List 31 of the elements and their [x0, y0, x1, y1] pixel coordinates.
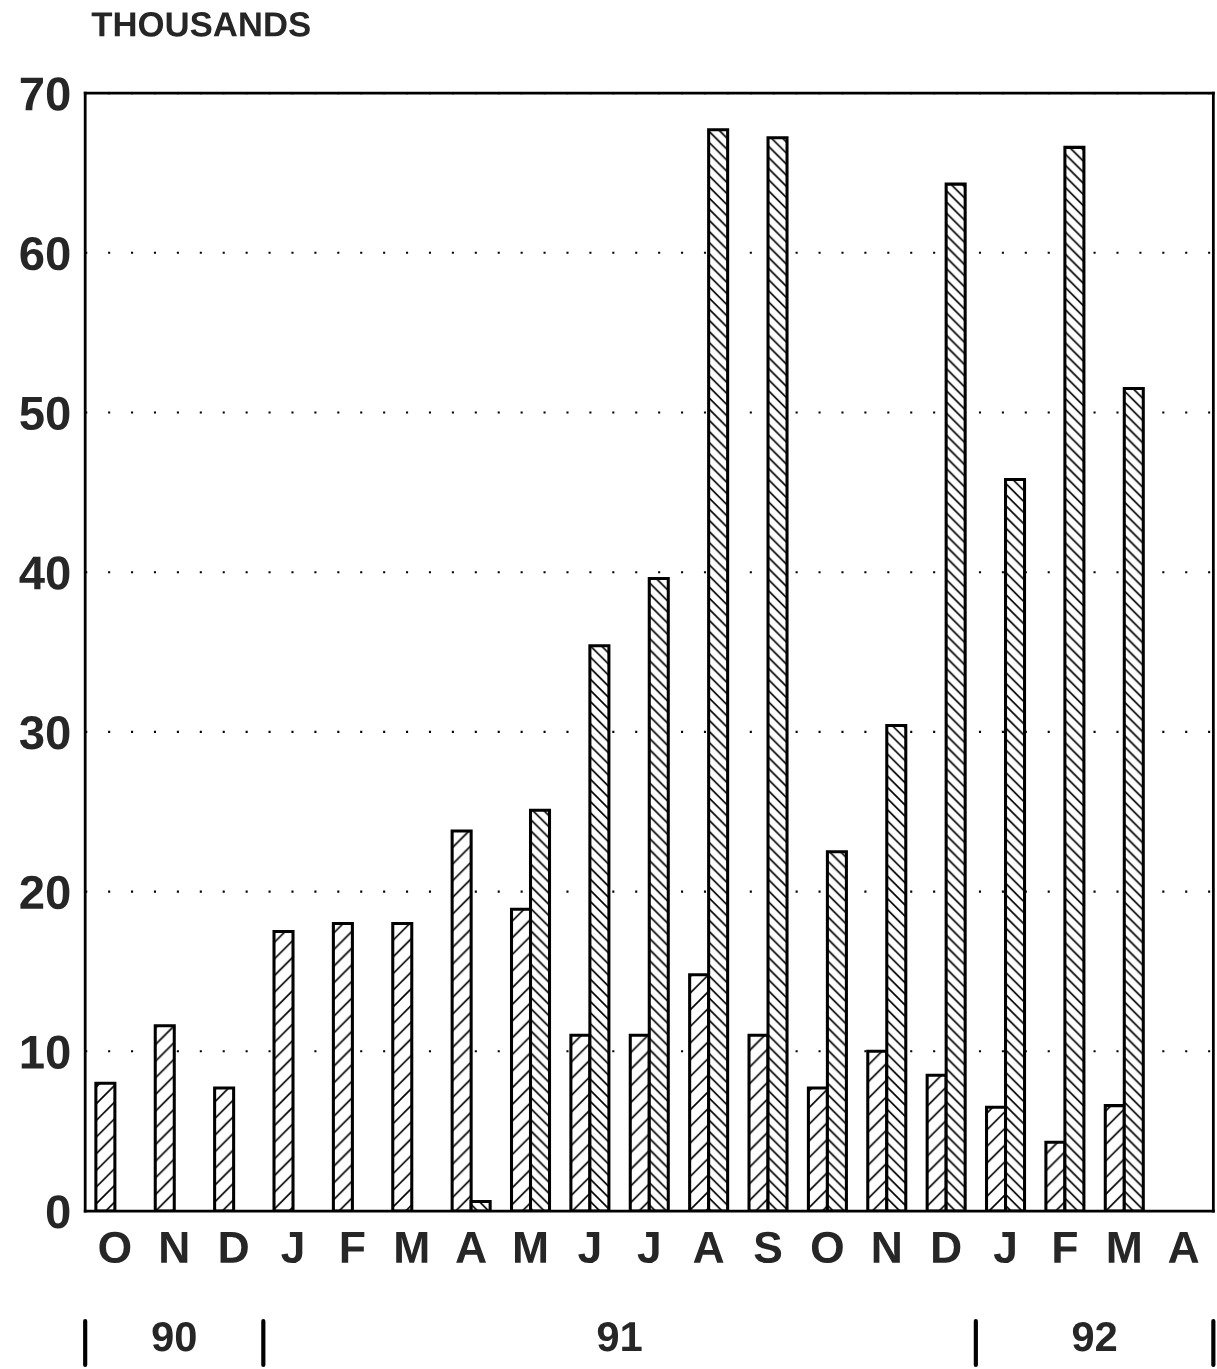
text: 91 — [597, 1321, 642, 1352]
x-tick-label: M — [396, 1232, 428, 1263]
text: 90 — [152, 1321, 196, 1352]
x-tick-label: M — [1108, 1232, 1140, 1263]
x-tick-label: D — [220, 1232, 248, 1263]
x-tick-label: F — [1054, 1232, 1077, 1263]
y-tick-label: 10 — [21, 1035, 70, 1069]
x-tick-label: O — [811, 1231, 843, 1264]
y-tick-label: 50 — [20, 396, 70, 431]
text: 92 — [1072, 1321, 1117, 1352]
x-tick-label: J — [281, 1232, 303, 1264]
chart-title: THOUSANDS — [91, 12, 310, 37]
x-tick-label: A — [456, 1232, 487, 1263]
y-tick-label: 60 — [20, 236, 70, 271]
x-tick-label: J — [993, 1232, 1015, 1264]
y-tick-label: 30 — [19, 716, 70, 750]
x-tick-label: A — [1168, 1232, 1199, 1263]
y-tick-label: 0 — [46, 1195, 70, 1229]
y-tick-label: 70 — [20, 77, 70, 111]
x-tick-label: M — [514, 1232, 547, 1263]
x-tick-label: F — [341, 1232, 365, 1263]
x-tick-label: J — [637, 1232, 659, 1264]
x-tick-label: N — [873, 1232, 900, 1263]
x-tick-label: A — [693, 1232, 724, 1263]
x-tick-label: J — [578, 1232, 600, 1264]
x-tick-label: O — [99, 1231, 131, 1264]
x-tick-label: N — [161, 1232, 188, 1263]
y-tick-label: 40 — [19, 556, 70, 590]
x-tick-label: D — [933, 1232, 961, 1263]
y-tick-label: 20 — [20, 875, 70, 910]
x-tick-label: S — [754, 1231, 782, 1264]
